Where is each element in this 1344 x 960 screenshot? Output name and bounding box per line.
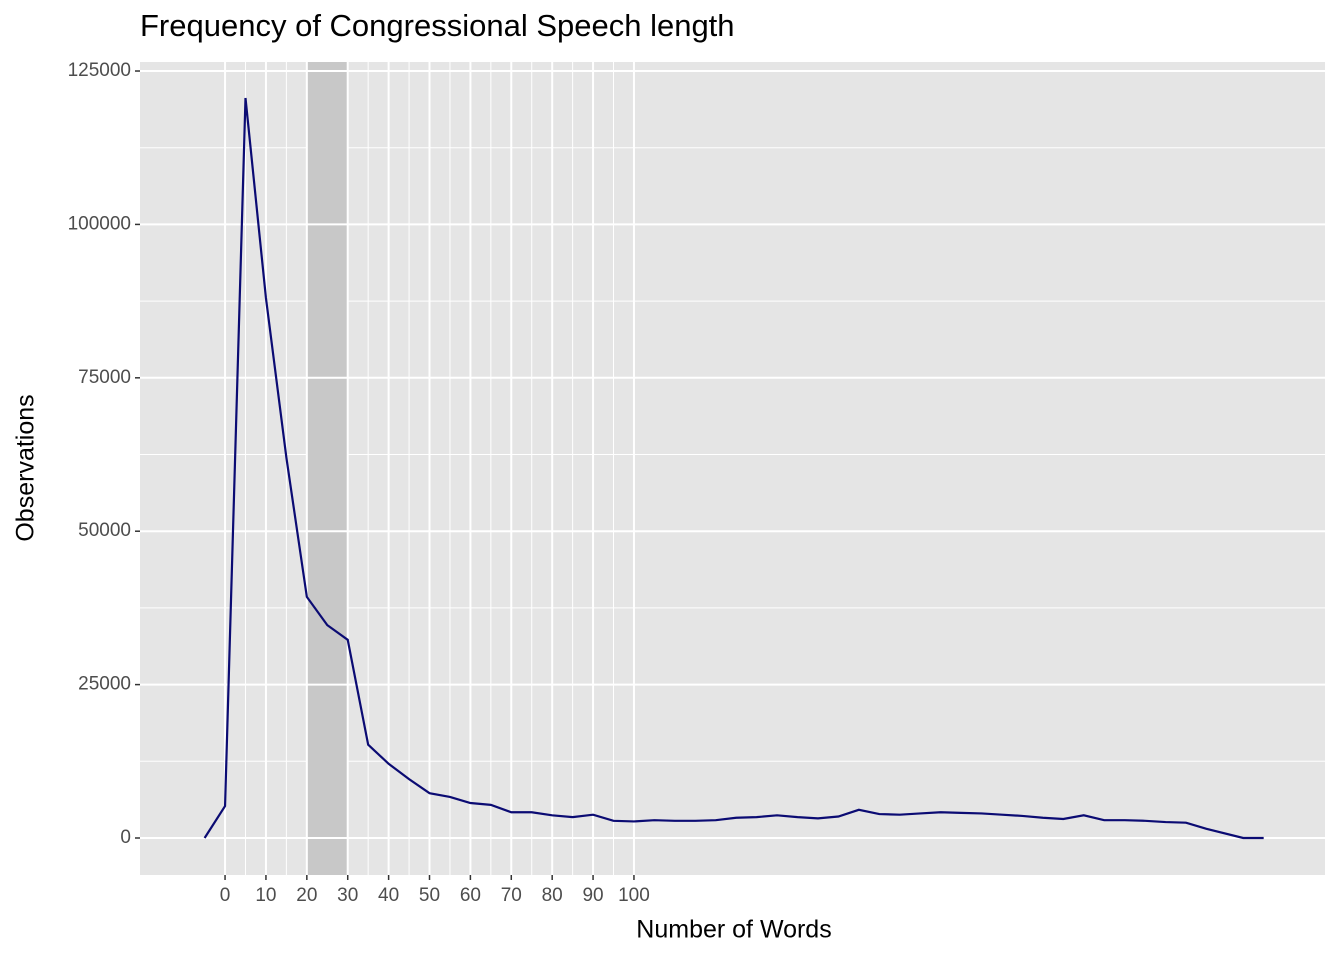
x-tick-label: 40 bbox=[378, 885, 399, 906]
x-tick-label: 60 bbox=[460, 885, 481, 906]
y-tick-label: 125000 bbox=[68, 60, 131, 81]
x-tick-label: 100 bbox=[618, 885, 650, 906]
x-tick-label: 0 bbox=[220, 885, 231, 906]
y-tick-label: 75000 bbox=[78, 367, 131, 388]
highlight-band bbox=[306, 62, 348, 875]
x-tick-label: 20 bbox=[296, 885, 317, 906]
y-axis-title: Observations bbox=[12, 394, 40, 541]
y-tick-label: 25000 bbox=[78, 674, 131, 695]
x-tick-label: 70 bbox=[501, 885, 522, 906]
x-tick-label: 90 bbox=[582, 885, 603, 906]
chart-title: Frequency of Congressional Speech length bbox=[140, 8, 735, 43]
x-axis-title: Number of Words bbox=[636, 916, 831, 944]
x-tick-label: 10 bbox=[255, 885, 276, 906]
y-tick-label: 50000 bbox=[78, 520, 131, 541]
x-tick-label: 30 bbox=[337, 885, 358, 906]
x-tick-label: 50 bbox=[419, 885, 440, 906]
y-tick-label: 0 bbox=[120, 827, 131, 848]
data-line bbox=[203, 97, 1264, 840]
y-tick-label: 100000 bbox=[68, 213, 131, 234]
x-tick-label: 80 bbox=[542, 885, 563, 906]
